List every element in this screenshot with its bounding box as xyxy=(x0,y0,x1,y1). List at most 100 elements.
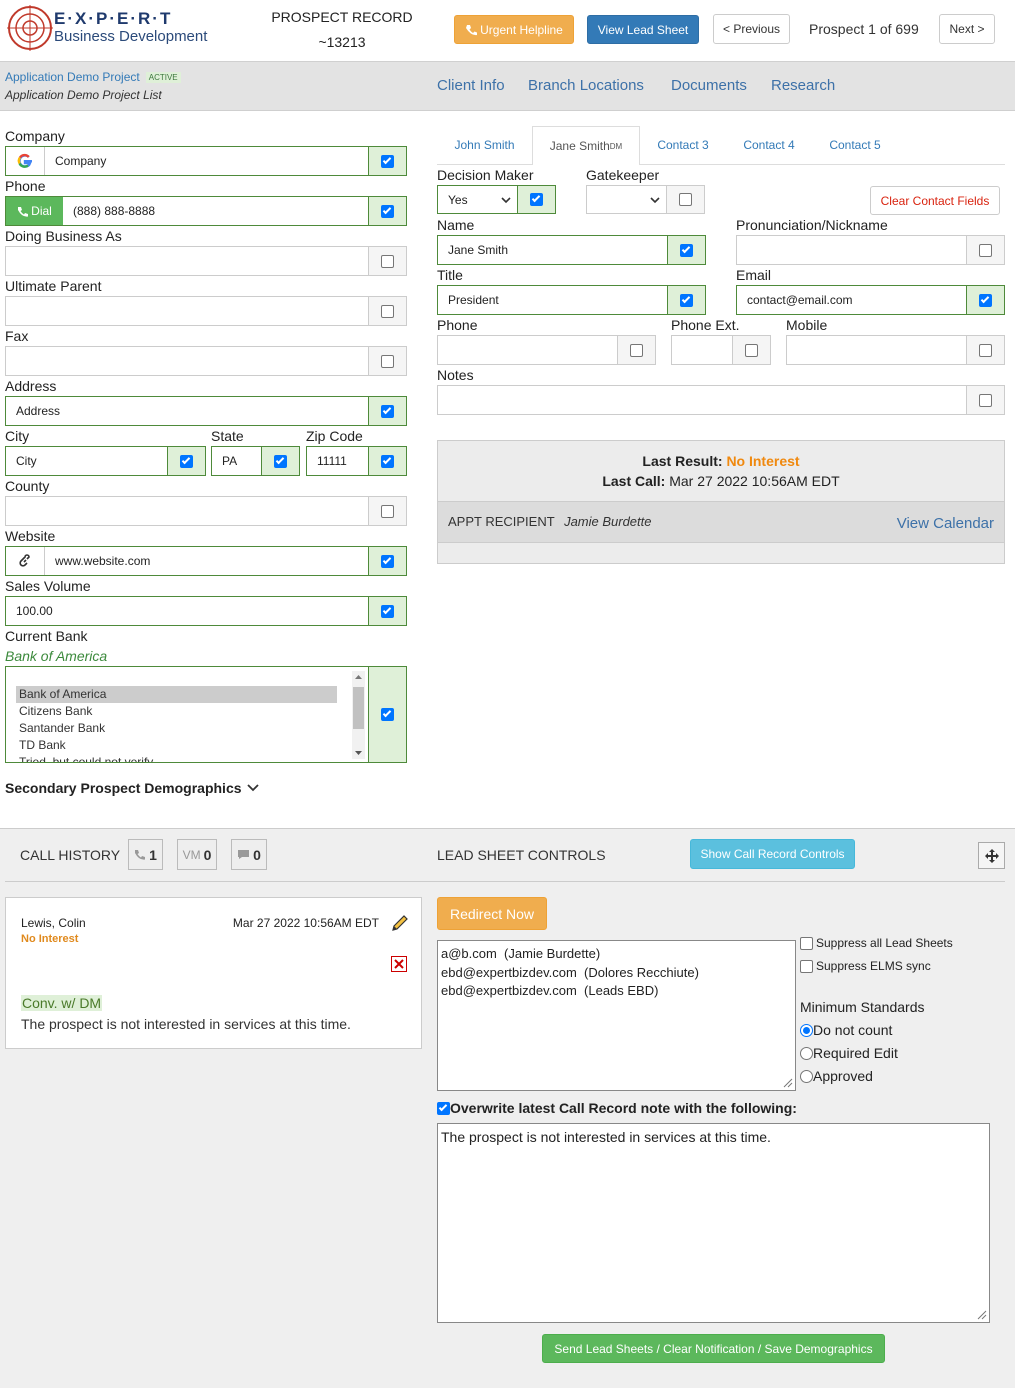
secondary-demographics[interactable]: Secondary Prospect Demographics xyxy=(5,780,260,796)
checkbox[interactable] xyxy=(381,504,394,518)
text-input[interactable] xyxy=(438,386,967,414)
button[interactable]: Show Call Record Controls xyxy=(690,839,855,869)
button[interactable]: Clear Contact Fields xyxy=(870,186,1000,215)
check-cell xyxy=(967,336,1004,364)
checkbox[interactable] xyxy=(437,1101,450,1115)
edit-pencil xyxy=(392,915,408,931)
nav-link[interactable]: Documents xyxy=(671,77,747,94)
field-label: Pronunciation/Nickname xyxy=(736,217,888,233)
button[interactable]: Urgent Helpline xyxy=(454,15,574,44)
checkbox[interactable] xyxy=(381,254,394,268)
text-input[interactable] xyxy=(672,336,733,364)
text-input[interactable]: (888) 888-8888 xyxy=(63,197,369,225)
bank-option[interactable]: Citizens Bank xyxy=(19,704,93,718)
resize-grip xyxy=(783,1078,793,1088)
radio[interactable] xyxy=(800,1046,813,1060)
button[interactable]: Next > xyxy=(939,14,995,44)
move-button[interactable] xyxy=(978,842,1005,869)
radio[interactable] xyxy=(800,1069,813,1083)
radio[interactable] xyxy=(800,1023,813,1037)
text-input[interactable] xyxy=(787,336,967,364)
checkbox[interactable] xyxy=(381,204,394,218)
button[interactable]: < Previous xyxy=(713,14,790,44)
text-input[interactable]: contact@email.com xyxy=(737,286,967,314)
checkbox[interactable] xyxy=(381,154,394,168)
text-input[interactable]: 11111 xyxy=(307,447,369,475)
checkbox[interactable] xyxy=(745,343,758,357)
dial-button[interactable]: Dial xyxy=(6,197,63,225)
select[interactable]: Yes xyxy=(438,186,518,213)
checkbox[interactable] xyxy=(979,393,992,407)
checkbox[interactable] xyxy=(381,554,394,568)
checkbox[interactable] xyxy=(381,454,394,468)
text-input[interactable]: www.website.com xyxy=(45,547,369,575)
checkbox[interactable] xyxy=(381,354,394,368)
dm-badge: DM xyxy=(609,141,623,151)
checkbox[interactable] xyxy=(381,708,394,721)
text-input[interactable]: Address xyxy=(6,397,369,425)
checkbox[interactable] xyxy=(979,243,992,257)
checkbox[interactable] xyxy=(680,243,693,257)
contact-tab[interactable]: John Smith xyxy=(437,126,532,164)
field-label: Email xyxy=(736,267,772,283)
text-input[interactable] xyxy=(6,247,369,275)
text-input[interactable] xyxy=(438,336,618,364)
bank-option[interactable]: Santander Bank xyxy=(19,721,106,735)
count-value: 1 xyxy=(149,846,157,863)
nav-link[interactable]: Research xyxy=(771,77,836,94)
checkbox[interactable] xyxy=(680,293,693,307)
button[interactable]: View Lead Sheet xyxy=(587,15,699,44)
text-input[interactable]: PA xyxy=(212,447,262,475)
checkbox[interactable] xyxy=(381,604,394,618)
checkbox[interactable] xyxy=(979,343,992,357)
bank-options[interactable]: Bank of America Citizens Bank Santander Ba… xyxy=(6,667,369,762)
link-icon-cell xyxy=(6,547,45,575)
select[interactable] xyxy=(587,186,667,213)
count-value: 0 xyxy=(253,846,261,863)
message-count: 0 xyxy=(231,839,267,870)
bank-option[interactable]: TD Bank xyxy=(19,738,66,752)
nav-link[interactable]: Client Info xyxy=(437,77,505,94)
text-input[interactable]: 100.00 xyxy=(6,597,369,625)
contact-tab[interactable]: Contact 4 xyxy=(726,126,812,164)
logo-title: E·X·P·E·R·T xyxy=(54,9,173,28)
recipients-textarea[interactable]: a@b.com (Jamie Burdette) ebd@expertbizdev… xyxy=(437,940,796,1091)
field-label: Title xyxy=(437,267,463,283)
input-group: City xyxy=(5,446,206,476)
view-calendar[interactable]: View Calendar xyxy=(896,515,994,532)
check-cell xyxy=(369,297,406,325)
text-input[interactable]: City xyxy=(6,447,168,475)
checkbox[interactable] xyxy=(274,454,287,468)
project-name[interactable]: Application Demo Project xyxy=(5,70,140,84)
checkbox[interactable] xyxy=(800,936,813,950)
text-input[interactable]: Jane Smith xyxy=(438,236,668,264)
checkbox[interactable] xyxy=(679,193,692,206)
bank-option[interactable]: Bank of America xyxy=(16,686,337,703)
selected-bank: Bank of America xyxy=(5,648,108,664)
bank-option[interactable]: Tried, but could not verify xyxy=(19,755,154,762)
checkbox[interactable] xyxy=(979,293,992,307)
contact-tab[interactable]: Contact 3 xyxy=(641,126,725,164)
checkbox[interactable] xyxy=(180,454,193,468)
nav-link[interactable]: Branch Locations xyxy=(528,77,644,94)
contact-tab[interactable]: Contact 5 xyxy=(812,126,898,164)
checkbox[interactable] xyxy=(800,959,813,973)
checkbox[interactable] xyxy=(381,404,394,418)
select-group xyxy=(586,185,705,214)
check-mark xyxy=(275,455,285,464)
text-input[interactable] xyxy=(6,497,369,525)
button[interactable]: Send Lead Sheets / Clear Notification / … xyxy=(542,1334,885,1363)
check-mark xyxy=(382,155,392,164)
text-input[interactable]: Company xyxy=(45,147,369,175)
contact-tab[interactable]: Jane Smith DM xyxy=(532,126,640,165)
text-input[interactable] xyxy=(6,297,369,325)
note-textarea[interactable]: The prospect is not interested in servic… xyxy=(437,1123,990,1323)
text-input[interactable] xyxy=(6,347,369,375)
check-mark xyxy=(531,193,541,203)
checkbox[interactable] xyxy=(381,304,394,318)
text-input[interactable]: President xyxy=(438,286,668,314)
checkbox[interactable] xyxy=(530,193,543,206)
checkbox[interactable] xyxy=(630,343,643,357)
text-input[interactable] xyxy=(737,236,967,264)
button[interactable]: Redirect Now xyxy=(437,897,547,930)
